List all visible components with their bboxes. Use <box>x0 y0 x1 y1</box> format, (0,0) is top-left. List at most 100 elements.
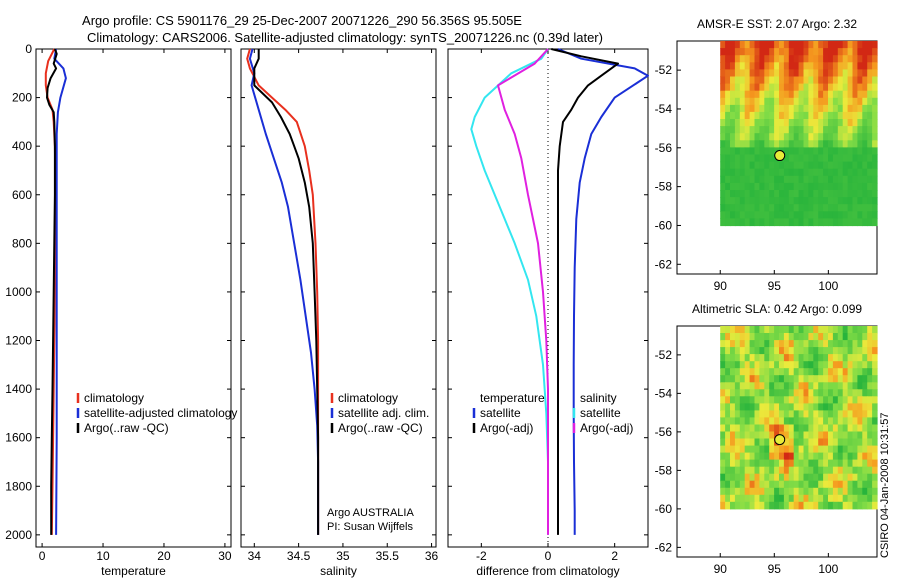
sst_map-cell <box>769 48 775 56</box>
sst_map-cell <box>793 104 800 113</box>
sla_map-heatmap-field <box>720 326 878 510</box>
sst_map-cell <box>774 83 780 92</box>
sla_map-cell <box>823 375 829 383</box>
sla_map-cell <box>798 375 805 383</box>
salinity-legend-label: climatology <box>338 391 398 405</box>
sla_map-cell <box>788 494 795 503</box>
sst_map-cell <box>793 83 800 92</box>
sst_map-cell <box>872 161 878 170</box>
sla_map-cell <box>803 326 809 334</box>
sla_map-cell <box>828 396 834 404</box>
sla_map-cell <box>872 361 878 369</box>
sla_map-cell <box>828 354 834 362</box>
salinity-annotation: Argo AUSTRALIA <box>327 507 414 519</box>
sst_map-cell <box>754 90 760 99</box>
sst_map-cell <box>852 197 858 205</box>
sst_map-cell <box>813 69 819 78</box>
sla_map-cell <box>754 382 760 390</box>
sla_map-cell <box>734 354 741 362</box>
sla_map-cell <box>837 501 844 510</box>
figure-title-line2: Climatology: CARS2006. Satellite-adjuste… <box>87 30 603 45</box>
sla_map-cell <box>744 368 751 376</box>
sla_map-cell <box>788 487 795 496</box>
sla_map-cell <box>842 354 849 362</box>
sst_map-cell <box>837 111 844 120</box>
sst_map-cell <box>847 190 854 198</box>
sst_map-cell <box>818 175 824 184</box>
sla_map-cell <box>749 452 756 461</box>
sla_map-cell <box>847 375 854 383</box>
sst_map-cell <box>808 83 814 92</box>
sla_map-cell <box>818 347 824 355</box>
sst_map-cell <box>725 218 731 227</box>
sst_map-cell <box>818 48 824 56</box>
sst_map-cell <box>842 182 849 191</box>
sla_map-cell <box>779 459 785 468</box>
sla_map-cell <box>862 410 868 418</box>
sla_map-cell <box>867 445 873 454</box>
sst_map-cell <box>803 211 809 219</box>
sla_map-cell <box>808 410 814 418</box>
sst_map-cell <box>828 182 834 191</box>
sst_map-cell <box>739 69 746 78</box>
sla_map-cell <box>803 417 809 425</box>
sst_map-cell <box>730 111 736 120</box>
sst_map-cell <box>734 140 741 148</box>
sst_map-cell <box>749 175 756 184</box>
sst_map-cell <box>857 211 863 219</box>
sst_map-cell <box>828 126 834 134</box>
sla_map-cell <box>749 396 756 404</box>
sla_map-cell <box>734 445 741 454</box>
sla_map-cell <box>842 501 849 510</box>
sst_map-cell <box>730 140 736 148</box>
sla_map-cell <box>730 424 736 433</box>
sst_map-cell <box>798 161 805 170</box>
sst_map-cell <box>837 197 844 205</box>
sst_map-cell <box>793 69 800 78</box>
sst_map-cell <box>739 126 746 134</box>
sla_map-cell <box>744 382 751 390</box>
sla_map-cell <box>734 494 741 503</box>
sla_map-cell <box>749 466 756 475</box>
sst_map-cell <box>847 97 854 106</box>
sst_map-cell <box>764 211 770 219</box>
sst_map-cell <box>813 104 819 113</box>
sst_map-cell <box>783 154 790 163</box>
sst_map-cell <box>823 48 829 56</box>
sla_map-xtick-label: 95 <box>768 562 782 576</box>
sla_map-cell <box>725 403 731 411</box>
sla_map-cell <box>852 487 858 496</box>
sst_map-cell <box>828 175 834 184</box>
sst_map-cell <box>734 126 741 134</box>
sst_map-cell <box>867 48 873 56</box>
sla_map-cell <box>832 438 839 447</box>
sla_map-cell <box>847 487 854 496</box>
sst_map-cell <box>798 204 805 212</box>
sst_map-cell <box>837 168 844 177</box>
sst_map-cell <box>759 55 765 63</box>
sla_map-cell <box>759 375 765 383</box>
sla_map-cell <box>823 494 829 503</box>
sla_map-cell <box>783 361 790 369</box>
sst_map-cell <box>744 69 751 78</box>
sst_map-cell <box>862 190 868 198</box>
sla_map-cell <box>759 459 765 468</box>
sst_map-cell <box>783 111 790 120</box>
sla_map-cell <box>774 480 780 489</box>
sla_map-cell <box>754 494 760 503</box>
sst_map-cell <box>828 111 834 120</box>
sst_map-cell <box>798 55 805 63</box>
sla_map-cell <box>867 389 873 397</box>
sla_map-cell <box>872 452 878 461</box>
sla_map-cell <box>720 326 726 334</box>
sla_map-cell <box>783 445 790 454</box>
sst_map-cell <box>779 161 785 170</box>
sst_map-cell <box>769 97 775 106</box>
sla_map-cell <box>793 501 800 510</box>
salinity-series-line-2 <box>253 49 320 535</box>
sst_map-cell <box>832 97 839 106</box>
sst_map-cell <box>862 119 868 127</box>
sla_map-cell <box>730 487 736 496</box>
sla_map-cell <box>862 333 868 341</box>
sst_map-cell <box>837 211 844 219</box>
